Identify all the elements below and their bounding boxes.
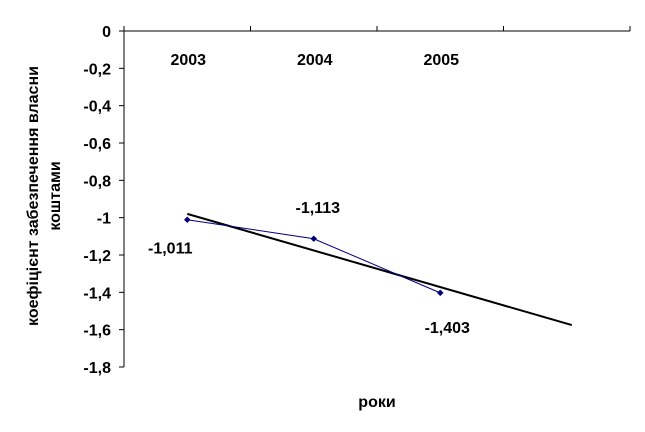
y-tick-label: -0,8 bbox=[83, 173, 111, 190]
y-tick-label: -1,2 bbox=[83, 248, 111, 265]
y-tick-label: 0 bbox=[102, 24, 111, 41]
data-label: -1,403 bbox=[425, 320, 470, 337]
data-label: -1,113 bbox=[296, 200, 341, 217]
series-group bbox=[183, 216, 444, 297]
y-axis-title-line: коефіцієнт забезпечення власни bbox=[25, 66, 42, 326]
y-axis-title-line: коштами bbox=[47, 161, 64, 230]
y-tick-label: -1,8 bbox=[83, 360, 111, 377]
category-label: 2004 bbox=[297, 52, 333, 69]
category-label: 2003 bbox=[170, 52, 206, 69]
x-axis-title: роки bbox=[358, 394, 395, 411]
y-tick-label: -1,6 bbox=[83, 323, 111, 340]
data-labels: -1,011 -1,113 -1,403 bbox=[148, 200, 470, 337]
y-tick-label: -0,2 bbox=[83, 61, 111, 78]
axes bbox=[123, 26, 631, 367]
y-tick-label: -1,4 bbox=[83, 285, 111, 302]
trendline-line bbox=[186, 212, 573, 327]
series-line bbox=[187, 219, 441, 294]
y-tick-labels: 0 -0,2 -0,4 -0,6 -0,8 -1 -1,2 -1,4 -1,6 -1,8 bbox=[83, 24, 124, 377]
y-tick-label: -0,6 bbox=[83, 136, 111, 153]
data-point bbox=[310, 235, 318, 243]
y-tick-label: -0,4 bbox=[83, 99, 111, 116]
category-labels: 2003 2004 2005 bbox=[170, 52, 459, 69]
y-tick-label: -1 bbox=[97, 211, 111, 228]
category-label: 2005 bbox=[423, 52, 459, 69]
data-point bbox=[436, 289, 444, 297]
y-axis-title: коефіцієнт забезпечення власни коштами bbox=[25, 66, 64, 326]
data-label: -1,011 bbox=[148, 241, 193, 258]
trendline bbox=[186, 212, 573, 327]
data-point bbox=[183, 216, 191, 224]
